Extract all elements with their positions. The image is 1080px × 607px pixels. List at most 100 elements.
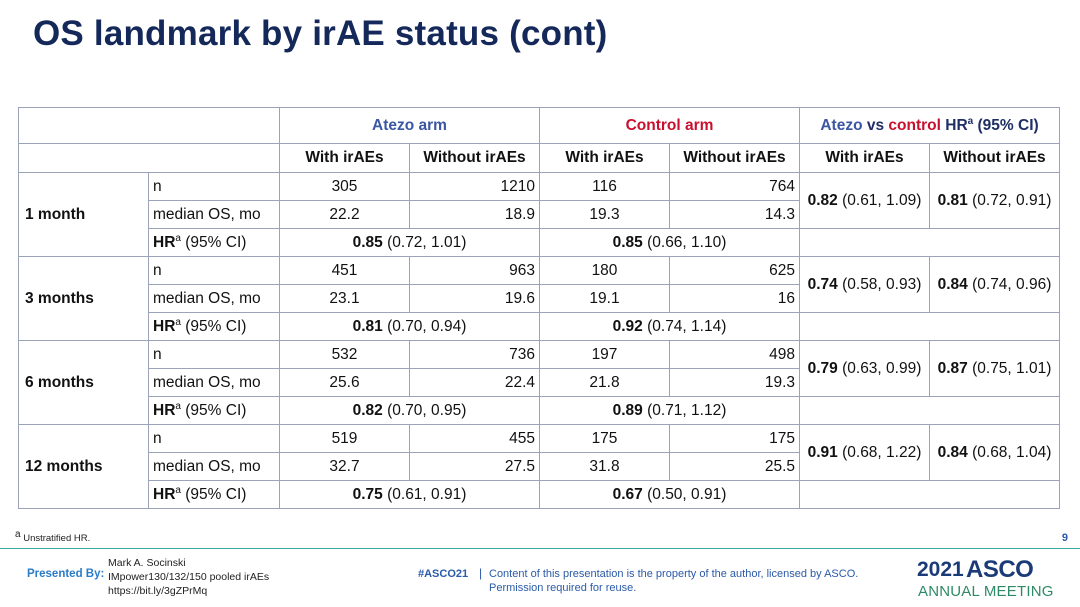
- row-label-hr-sup: a: [175, 316, 181, 328]
- median-os-value: 19.1: [539, 284, 670, 313]
- atezo-arm-hr: 0.75 (0.61, 0.91): [279, 480, 540, 509]
- row-label-hr-sup: a: [175, 400, 181, 412]
- control-arm-hr: 0.89 (0.71, 1.12): [539, 396, 800, 425]
- n-value: 963: [409, 256, 540, 285]
- disclaimer-line-1: Content of this presentation is the prop…: [489, 568, 859, 580]
- n-value: 625: [669, 256, 800, 285]
- row-label-hr-ci: (95% CI): [180, 233, 247, 251]
- row-label-median: median OS, mo: [148, 368, 280, 397]
- control-arm-hr-value: 0.92: [612, 317, 643, 335]
- control-arm-hr-value: 0.85: [612, 233, 643, 251]
- hr-without-iraes-ci: (0.74, 0.96): [967, 275, 1052, 293]
- hr-with-iraes: 0.79 (0.63, 0.99): [799, 340, 930, 397]
- hashtag: #ASCO21: [418, 568, 469, 580]
- hr-with-iraes-ci: (0.68, 1.22): [837, 443, 922, 461]
- hr-with-iraes: 0.74 (0.58, 0.93): [799, 256, 930, 313]
- header-hr-without: Without irAEs: [928, 143, 1061, 173]
- n-value: 116: [539, 172, 670, 201]
- n-value: 532: [279, 340, 410, 369]
- footer-separator: |: [479, 566, 483, 580]
- header-row-arms: Atezo arm Control arm Atezo vs control H…: [18, 107, 1061, 144]
- header-hr-atezo: Atezo: [820, 116, 863, 134]
- control-arm-hr: 0.85 (0.66, 1.10): [539, 228, 800, 257]
- header-hr-with: With irAEs: [799, 143, 930, 173]
- control-arm-hr-ci: (0.50, 0.91): [642, 485, 727, 503]
- footnote-sup: a: [15, 528, 21, 540]
- control-arm-hr: 0.92 (0.74, 1.14): [539, 312, 800, 341]
- header-atezo-with: With irAEs: [279, 143, 410, 173]
- median-os-value: 31.8: [539, 452, 670, 481]
- hr-without-iraes: 0.84 (0.68, 1.04): [928, 424, 1061, 481]
- table-row: 1 month n 305 1210 116 764 0.82 (0.61, 1.09) 0.…: [18, 172, 1061, 257]
- empty-cell: [798, 480, 1061, 509]
- table-row: HRa (95% CI) 0.81 (0.70, 0.94) 0.92 (0.74,…: [19, 312, 1061, 341]
- hr-with-iraes: 0.82 (0.61, 1.09): [799, 172, 930, 229]
- hr-with-iraes-value: 0.79: [807, 359, 838, 377]
- n-value: 455: [409, 424, 540, 453]
- median-os-value: 21.8: [539, 368, 670, 397]
- median-os-value: 25.5: [669, 452, 800, 481]
- median-os-value: 22.4: [409, 368, 540, 397]
- header-empty-cell-2: [18, 143, 280, 173]
- copyright-disclaimer: Content of this presentation is the prop…: [489, 567, 858, 595]
- median-os-value: 23.1: [279, 284, 410, 313]
- footer-divider: [0, 548, 1080, 549]
- landmark-label: 12 months: [18, 424, 149, 509]
- control-arm-hr-value: 0.67: [612, 485, 643, 503]
- hr-with-iraes: 0.91 (0.68, 1.22): [799, 424, 930, 481]
- row-label-hr: HRa (95% CI): [148, 396, 280, 425]
- header-hr-vs: vs: [862, 116, 889, 134]
- table-row: median OS, mo 25.6 22.4 21.8 19.3: [19, 368, 1060, 397]
- hr-without-iraes: 0.81 (0.72, 0.91): [928, 172, 1061, 229]
- median-os-value: 18.9: [409, 200, 540, 229]
- landmark-label: 3 months: [18, 256, 149, 341]
- header-control-with: With irAEs: [539, 143, 670, 173]
- table-row: HRa (95% CI) 0.85 (0.72, 1.01) 0.85 (0.66,…: [19, 228, 1061, 257]
- header-hr-ci: (95% CI): [973, 116, 1039, 134]
- control-arm-hr-ci: (0.66, 1.10): [642, 233, 727, 251]
- atezo-arm-hr-ci: (0.72, 1.01): [382, 233, 467, 251]
- empty-cell: [798, 312, 1061, 341]
- median-os-value: 19.3: [669, 368, 800, 397]
- atezo-arm-hr-ci: (0.61, 0.91): [382, 485, 467, 503]
- atezo-arm-hr-value: 0.85: [352, 233, 383, 251]
- header-empty-cell: [18, 107, 280, 144]
- empty-cell: [798, 228, 1061, 257]
- presented-by-label: Presented By:: [27, 568, 105, 580]
- n-value: 736: [409, 340, 540, 369]
- logo-subtitle: ANNUAL MEETING: [918, 583, 1054, 600]
- n-value: 1210: [409, 172, 540, 201]
- presentation-link[interactable]: https://bit.ly/3gZPrMq: [108, 585, 208, 597]
- header-hr-sup: a: [967, 115, 974, 127]
- n-value: 764: [669, 172, 800, 201]
- table-row: median OS, mo 22.2 18.9 19.3 14.3: [19, 200, 1060, 229]
- n-value: 519: [279, 424, 410, 453]
- table-row: median OS, mo 32.7 27.5 31.8 25.5: [19, 452, 1060, 481]
- presenter-info: Mark A. Socinski IMpower130/132/150 pool…: [108, 556, 269, 598]
- row-label-hr-text: HR: [153, 401, 176, 419]
- row-label-hr-text: HR: [153, 317, 176, 335]
- median-os-value: 19.6: [409, 284, 540, 313]
- atezo-arm-hr: 0.85 (0.72, 1.01): [279, 228, 540, 257]
- slide-title: OS landmark by irAE status (cont): [33, 14, 608, 53]
- table-row: 6 months n 532 736 197 498 0.79 (0.63, 0.99) 0.…: [18, 340, 1061, 425]
- median-os-value: 16: [669, 284, 800, 313]
- control-arm-hr: 0.67 (0.50, 0.91): [539, 480, 800, 509]
- hr-without-iraes-value: 0.87: [937, 359, 968, 377]
- hr-with-iraes-value: 0.82: [807, 191, 838, 209]
- landmark-label: 6 months: [18, 340, 149, 425]
- row-label-hr-text: HR: [153, 233, 176, 251]
- row-label-hr-ci: (95% CI): [180, 485, 247, 503]
- atezo-arm-hr-ci: (0.70, 0.94): [382, 317, 467, 335]
- os-landmark-table: Atezo arm Control arm Atezo vs control H…: [18, 107, 1061, 509]
- header-row-groups: With irAEs Without irAEs With irAEs With…: [18, 143, 1061, 173]
- median-os-value: 19.3: [539, 200, 670, 229]
- row-label-hr: HRa (95% CI): [148, 480, 280, 509]
- hr-with-iraes-value: 0.91: [807, 443, 838, 461]
- hr-with-iraes-ci: (0.61, 1.09): [837, 191, 922, 209]
- logo-name: ASCO: [966, 556, 1034, 583]
- row-label-n: n: [148, 340, 280, 369]
- atezo-arm-hr: 0.81 (0.70, 0.94): [279, 312, 540, 341]
- median-os-value: 32.7: [279, 452, 410, 481]
- row-label-hr-ci: (95% CI): [180, 317, 247, 335]
